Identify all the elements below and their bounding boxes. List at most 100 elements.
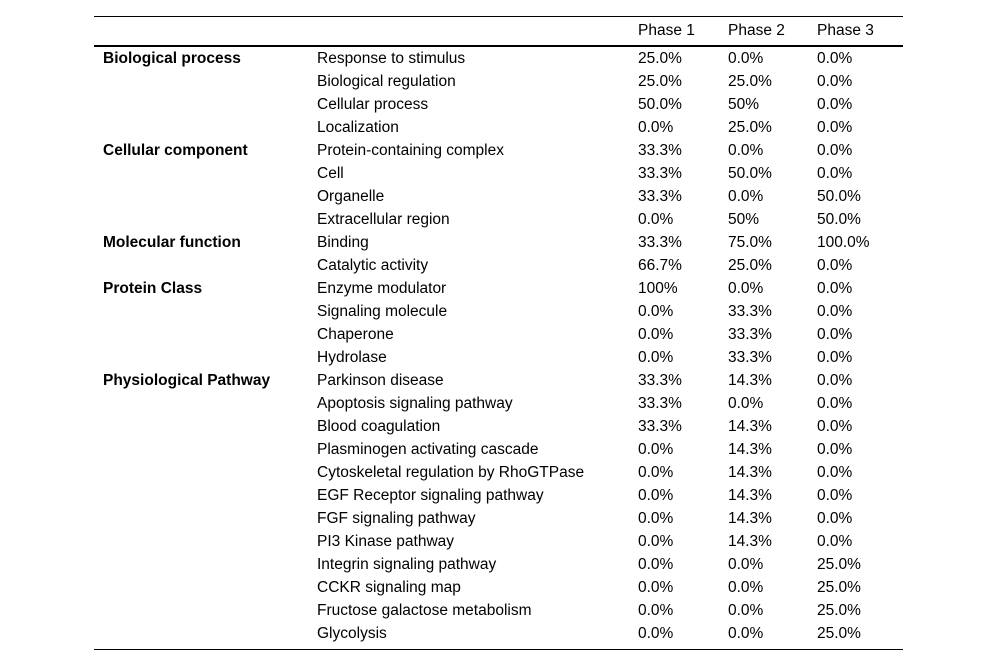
category-cell [94, 300, 317, 323]
table-row: Apoptosis signaling pathway 33.3% 0.0% 0.0% [94, 392, 903, 415]
table-row: Catalytic activity 66.7% 25.0% 0.0% [94, 254, 903, 277]
subcategory-cell: PI3 Kinase pathway [317, 532, 455, 550]
table-row: Signaling molecule 0.0% 33.3% 0.0% [94, 300, 903, 323]
table-row: CCKR signaling map 0.0% 0.0% 25.0% [94, 576, 903, 599]
table-row: PI3 Kinase pathway 0.0% 14.3% 0.0% [94, 530, 903, 553]
table-row: Organelle 33.3% 0.0% 50.0% [94, 185, 903, 208]
phase3-value-cell: 0.0% [817, 49, 853, 67]
category-cell [94, 346, 317, 369]
phase1-value-cell: 0.0% [638, 440, 674, 458]
phase2-value-cell: 25.0% [728, 72, 772, 90]
header-phase1-label: Phase 1 [638, 22, 695, 40]
header-phase2-label: Phase 2 [728, 22, 785, 40]
phase3-value-cell: 50.0% [817, 187, 861, 205]
phase1-value-cell: 0.0% [638, 348, 674, 366]
phase3-value-cell: 0.0% [817, 256, 853, 274]
phase3-value-cell: 0.0% [817, 440, 853, 458]
table-row: Cellular component Protein-containing com… [94, 139, 903, 162]
table-row: Protein Class Enzyme modulator 100% 0.0% 0.0… [94, 277, 903, 300]
subcategory-cell: Extracellular region [317, 210, 450, 228]
phase3-value-cell: 0.0% [817, 463, 853, 481]
table-row: FGF signaling pathway 0.0% 14.3% 0.0% [94, 507, 903, 530]
category-cell [94, 254, 317, 277]
subcategory-cell: Glycolysis [317, 624, 387, 642]
phase3-value-cell: 100.0% [817, 233, 870, 251]
category-cell [94, 185, 317, 208]
subcategory-cell: Hydrolase [317, 348, 387, 366]
bottom-spacer-row [94, 645, 903, 650]
phase2-value-cell: 0.0% [728, 394, 764, 412]
subcategory-cell: Fructose galactose metabolism [317, 601, 532, 619]
phase3-value-cell: 0.0% [817, 486, 853, 504]
phase2-value-cell: 14.3% [728, 440, 772, 458]
phase3-value-cell: 25.0% [817, 624, 861, 642]
phase2-value-cell: 25.0% [728, 256, 772, 274]
phase1-value-cell: 25.0% [638, 72, 682, 90]
phase1-value-cell: 33.3% [638, 187, 682, 205]
phase3-value-cell: 0.0% [817, 348, 853, 366]
table-row: Fructose galactose metabolism 0.0% 0.0% 25.… [94, 599, 903, 622]
table-row: Cytoskeletal regulation by RhoGTPase 0.0%… [94, 461, 903, 484]
subcategory-cell: Biological regulation [317, 72, 456, 90]
phase1-value-cell: 0.0% [638, 118, 674, 136]
phase1-value-cell: 0.0% [638, 555, 674, 573]
category-cell [94, 392, 317, 415]
header-category-empty [94, 17, 317, 46]
phase2-value-cell: 0.0% [728, 141, 764, 159]
subcategory-cell: Integrin signaling pathway [317, 555, 497, 573]
category-cell [94, 415, 317, 438]
phase2-value-cell: 0.0% [728, 555, 764, 573]
phase2-value-cell: 0.0% [728, 578, 764, 596]
subcategory-cell: Cell [317, 164, 344, 182]
table-row: Hydrolase 0.0% 33.3% 0.0% [94, 346, 903, 369]
category-cell [94, 208, 317, 231]
category-cell [94, 461, 317, 484]
category-cell: Molecular function [103, 233, 241, 251]
subcategory-cell: CCKR signaling map [317, 578, 461, 596]
table-row: Blood coagulation 33.3% 14.3% 0.0% [94, 415, 903, 438]
subcategory-cell: Chaperone [317, 325, 394, 343]
phase3-value-cell: 25.0% [817, 555, 861, 573]
phase1-value-cell: 0.0% [638, 463, 674, 481]
phase1-value-cell: 0.0% [638, 624, 674, 642]
subcategory-cell: EGF Receptor signaling pathway [317, 486, 544, 504]
phase3-value-cell: 0.0% [817, 141, 853, 159]
phase3-value-cell: 0.0% [817, 164, 853, 182]
phase3-value-cell: 25.0% [817, 578, 861, 596]
phase1-value-cell: 66.7% [638, 256, 682, 274]
phase3-value-cell: 0.0% [817, 509, 853, 527]
subcategory-cell: Protein-containing complex [317, 141, 504, 159]
phase2-value-cell: 0.0% [728, 279, 764, 297]
subcategory-cell: Response to stimulus [317, 49, 466, 67]
phase3-value-cell: 50.0% [817, 210, 861, 228]
category-cell [94, 507, 317, 530]
category-cell [94, 484, 317, 507]
category-cell [94, 576, 317, 599]
table-row: Biological process Response to stimulus 25… [94, 46, 903, 70]
phase3-value-cell: 0.0% [817, 417, 853, 435]
phase1-value-cell: 0.0% [638, 578, 674, 596]
category-cell [94, 599, 317, 622]
subcategory-cell: Parkinson disease [317, 371, 444, 389]
category-cell [94, 70, 317, 93]
header-row: Phase 1 Phase 2 Phase 3 [94, 17, 903, 46]
category-cell [94, 162, 317, 185]
phase1-value-cell: 50.0% [638, 95, 682, 113]
phase1-value-cell: 100% [638, 279, 678, 297]
table-row: Localization 0.0% 25.0% 0.0% [94, 116, 903, 139]
table-row: Extracellular region 0.0% 50% 50.0% [94, 208, 903, 231]
phase1-value-cell: 33.3% [638, 417, 682, 435]
subcategory-cell: Plasminogen activating cascade [317, 440, 539, 458]
phase1-value-cell: 33.3% [638, 394, 682, 412]
subcategory-cell: Blood coagulation [317, 417, 441, 435]
table-body: Biological process Response to stimulus 25… [94, 46, 903, 650]
phase2-value-cell: 75.0% [728, 233, 772, 251]
category-cell [94, 93, 317, 116]
phase2-value-cell: 0.0% [728, 187, 764, 205]
table-row: Molecular function Binding 33.3% 75.0% 100.0… [94, 231, 903, 254]
phase2-value-cell: 25.0% [728, 118, 772, 136]
phase2-value-cell: 14.3% [728, 463, 772, 481]
subcategory-cell: FGF signaling pathway [317, 509, 476, 527]
phase1-value-cell: 0.0% [638, 532, 674, 550]
table-row: Glycolysis 0.0% 0.0% 25.0% [94, 622, 903, 645]
